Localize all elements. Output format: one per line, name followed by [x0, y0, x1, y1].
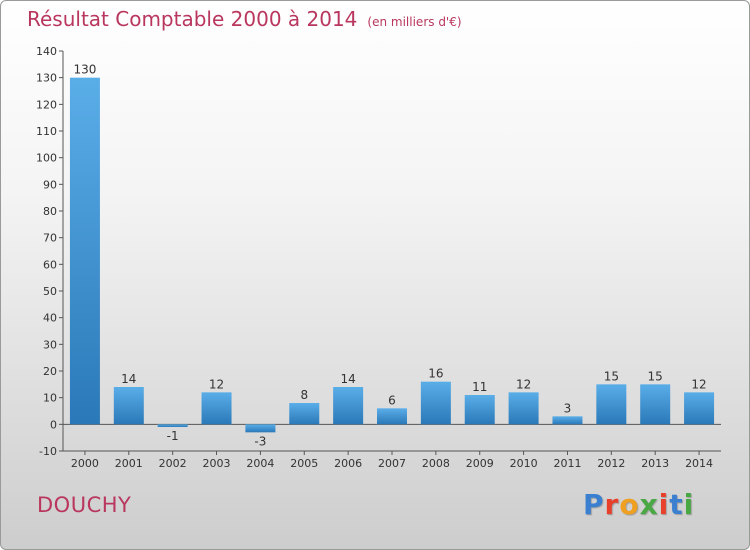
bar-2003 — [201, 392, 232, 425]
bar-2008 — [420, 381, 451, 425]
y-tick-label: 100 — [36, 152, 57, 165]
chart-labels: -10 0 10 20 30 40 50 60 70 80 90 100 110 120 130 140 200… — [36, 45, 713, 470]
bar-2002 — [157, 424, 188, 427]
data-label-2014: 12 — [691, 377, 706, 391]
x-tick-label: 2010 — [510, 457, 538, 470]
city-name: DOUCHY — [37, 493, 132, 517]
logo-letter: P — [583, 488, 605, 521]
bar-2007 — [377, 408, 407, 425]
x-tick-label: 2005 — [290, 457, 318, 470]
y-tick-label: 10 — [43, 392, 57, 405]
data-label-2004: -3 — [254, 434, 266, 448]
x-tick-label: 2001 — [115, 457, 143, 470]
x-tick-label: 2013 — [641, 457, 669, 470]
y-tick-label: 70 — [43, 232, 57, 245]
x-tick-label: 2008 — [422, 457, 450, 470]
bar-2013 — [640, 384, 671, 425]
y-tick-label: 0 — [50, 418, 57, 431]
data-label-2010: 12 — [516, 377, 531, 391]
data-label-2008: 16 — [428, 367, 443, 381]
x-tick-label: 2014 — [685, 457, 713, 470]
x-tick-label: 2011 — [553, 457, 581, 470]
y-tick-label: 20 — [43, 365, 57, 378]
y-tick-label: 60 — [43, 258, 57, 271]
bar-2004 — [245, 424, 276, 433]
bar-2006 — [333, 387, 364, 425]
data-label-2001: 14 — [121, 372, 136, 386]
data-label-2012: 15 — [604, 369, 619, 383]
bar-2014 — [684, 392, 715, 425]
bar-2005 — [289, 403, 320, 425]
y-tick-label: 140 — [36, 45, 57, 58]
logo-letter: t — [669, 488, 684, 521]
logo-letter: o — [619, 488, 640, 521]
y-tick-label: -10 — [39, 445, 57, 458]
x-tick-label: 2002 — [159, 457, 187, 470]
y-tick-label: 30 — [43, 338, 57, 351]
y-tick-label: 40 — [43, 312, 57, 325]
y-tick-label: 110 — [36, 125, 57, 138]
data-label-2011: 3 — [564, 401, 572, 415]
x-tick-label: 2003 — [203, 457, 231, 470]
y-tick-label: 50 — [43, 285, 57, 298]
logo-letter: r — [604, 488, 620, 521]
y-tick-label: 90 — [43, 178, 57, 191]
bar-2010 — [508, 392, 539, 425]
logo-letter: i — [658, 488, 670, 521]
data-label-2007: 6 — [388, 393, 396, 407]
bar-2009 — [464, 395, 495, 425]
chart-title-unit: (en milliers d'€) — [367, 15, 462, 29]
bar-2001 — [113, 387, 144, 425]
x-tick-label: 2012 — [597, 457, 625, 470]
y-tick-label: 80 — [43, 205, 57, 218]
bar-2000 — [69, 77, 100, 425]
data-label-2005: 8 — [300, 388, 308, 402]
chart-title: Résultat Comptable 2000 à 2014 (en millie… — [27, 7, 462, 31]
data-label-2009: 11 — [472, 380, 487, 394]
x-tick-label: 2009 — [466, 457, 494, 470]
data-label-2003: 12 — [209, 377, 224, 391]
data-label-2013: 15 — [648, 369, 663, 383]
logo-letter: x — [639, 488, 659, 521]
x-tick-label: 2000 — [71, 457, 99, 470]
bar-2011 — [552, 416, 583, 425]
data-label-2002: -1 — [167, 429, 179, 443]
chart-bars — [69, 77, 715, 433]
x-tick-label: 2007 — [378, 457, 406, 470]
bar-2012 — [596, 384, 627, 425]
data-label-2000: 130 — [73, 63, 96, 77]
data-label-2006: 14 — [340, 372, 355, 386]
chart-title-main: Résultat Comptable 2000 à 2014 — [27, 7, 358, 31]
logo-letter: i — [683, 488, 695, 521]
x-tick-label: 2004 — [246, 457, 274, 470]
x-tick-label: 2006 — [334, 457, 362, 470]
y-tick-label: 120 — [36, 98, 57, 111]
y-tick-label: 130 — [36, 72, 57, 85]
proxiti-logo: Proxiti — [583, 488, 694, 521]
